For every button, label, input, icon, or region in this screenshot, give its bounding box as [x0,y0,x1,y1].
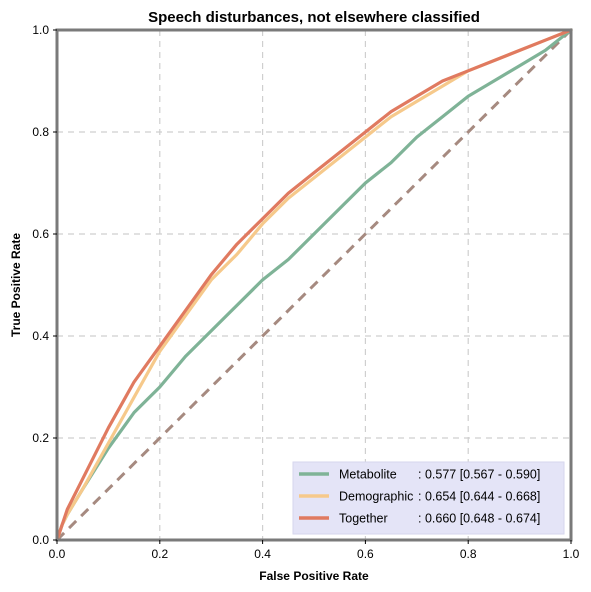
series-line-metabolite [55,28,573,542]
y-tick-label: 0.4 [32,329,49,343]
diagonal-layer [55,28,573,542]
x-tick-label: 0.2 [151,547,168,561]
legend-label-name: Metabolite [339,468,397,482]
y-axis-label: True Positive Rate [9,233,23,337]
series-layer [55,28,573,542]
diagonal-reference-line [55,28,573,542]
x-tick-label: 0.6 [357,547,374,561]
y-tick-label: 0.0 [32,533,49,547]
plot-frame [55,28,573,542]
y-tick-label: 0.6 [32,227,49,241]
legend-label-auc: : 0.577 [0.567 - 0.590] [418,468,540,482]
legend: Metabolite : 0.577 [0.567 - 0.590] Demogra… [292,461,565,535]
x-tick-label: 0.0 [49,547,66,561]
tick-layer: 0.0 0.2 0.4 0.6 0.8 1.0 0.0 0.2 0.4 0.6 0.8 1.0 [32,23,579,561]
x-tick-label: 0.4 [254,547,271,561]
legend-label-name: Demographic [339,490,413,504]
x-tick-label: 1.0 [563,547,580,561]
series-line-together [55,28,573,542]
x-axis-label: False Positive Rate [259,569,369,583]
chart-title: Speech disturbances, not elsewhere class… [148,9,480,26]
y-tick-label: 0.8 [32,125,49,139]
y-tick-label: 1.0 [32,23,49,37]
x-tick-label: 0.8 [460,547,477,561]
legend-box [292,461,565,535]
legend-label-auc: : 0.660 [0.648 - 0.674] [418,512,540,526]
legend-label-name: Together [339,512,388,526]
legend-label-auc: : 0.654 [0.644 - 0.668] [418,490,540,504]
y-tick-label: 0.2 [32,431,49,445]
